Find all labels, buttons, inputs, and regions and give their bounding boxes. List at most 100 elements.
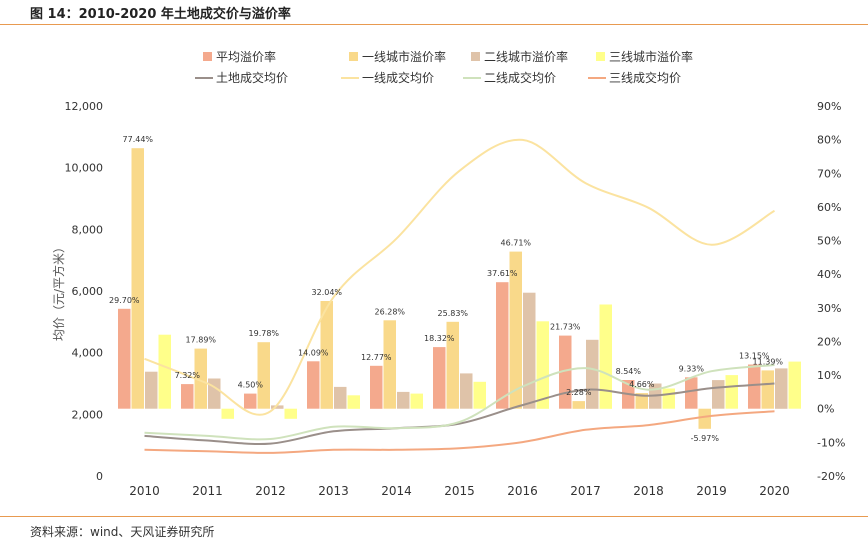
y-axis-left: 0 2,000 4,000 6,000 8,000 10,000 12,000 均价（元/平方… (51, 100, 103, 483)
bar (145, 371, 158, 409)
bar (509, 251, 522, 409)
legend-label: 三线成交均价 (609, 70, 681, 85)
bar (221, 408, 234, 419)
legend-label: 平均溢价率 (216, 49, 276, 64)
bar (284, 408, 297, 419)
bar (307, 361, 320, 409)
bar (788, 361, 801, 409)
x-axis: 2010 2011 2012 2013 2014 2015 2016 2017 2018 2019… (129, 484, 790, 498)
data-label: 4.66% (629, 380, 655, 389)
bar (572, 401, 585, 409)
legend-swatch-4 (596, 52, 605, 61)
bar (397, 391, 410, 409)
bar (370, 365, 383, 409)
y-tick-label: 10,000 (65, 162, 104, 175)
bar (662, 388, 675, 409)
y-tick-label: 4,000 (72, 347, 104, 360)
data-label: 4.50% (238, 381, 264, 390)
x-tick-label: 2013 (318, 484, 349, 498)
y-tick-label: 0 (96, 470, 103, 483)
data-label: 37.61% (487, 269, 518, 278)
y2-tick-label: 20% (817, 335, 841, 348)
x-tick-label: 2017 (570, 484, 601, 498)
bar (334, 386, 347, 409)
footer-rule (0, 516, 868, 517)
data-label: 12.77% (361, 353, 392, 362)
bar (181, 384, 194, 409)
x-tick-label: 2015 (444, 484, 475, 498)
legend-label: 一线成交均价 (362, 70, 434, 85)
x-tick-label: 2018 (633, 484, 664, 498)
y-tick-label: 6,000 (72, 285, 104, 298)
bar (158, 334, 171, 409)
bar (725, 375, 738, 409)
x-tick-label: 2014 (381, 484, 412, 498)
x-tick-label: 2012 (255, 484, 286, 498)
y-axis-right: -20% -10% 0% 10% 20% 30% 40% 50% 60% 70% 80% 90% (817, 100, 845, 483)
header-rule (0, 0, 868, 25)
bar (775, 368, 788, 409)
bar (496, 282, 509, 409)
data-label: 29.70% (109, 296, 140, 305)
bar (523, 292, 536, 409)
x-tick-label: 2020 (759, 484, 790, 498)
data-labels: 29.70% 7.32% 4.50% 14.09% 12.77% 18.32% 37.61%… (109, 135, 783, 443)
x-tick-label: 2011 (192, 484, 223, 498)
data-label: 14.09% (298, 348, 329, 357)
x-tick-label: 2016 (507, 484, 538, 498)
y2-tick-label: 70% (817, 167, 841, 180)
bar (559, 335, 572, 409)
legend-label: 二线城市溢价率 (484, 49, 568, 64)
bar (761, 370, 774, 409)
x-tick-label: 2010 (129, 484, 160, 498)
bar-series-group (118, 148, 801, 429)
y2-tick-label: 50% (817, 235, 841, 248)
data-label: 46.71% (501, 239, 532, 248)
data-label: 18.32% (424, 334, 455, 343)
bar (446, 321, 459, 409)
bar (131, 148, 144, 409)
bar (685, 377, 698, 409)
bar (320, 301, 333, 409)
bar (460, 373, 473, 409)
bar (347, 395, 360, 409)
bar (473, 381, 486, 409)
bar (599, 304, 612, 409)
data-label: 13.15% (739, 352, 770, 361)
data-label: 9.33% (679, 364, 705, 373)
legend-label: 土地成交均价 (216, 70, 288, 85)
legend-label: 三线城市溢价率 (609, 49, 693, 64)
bar (410, 393, 423, 409)
data-label: 17.89% (186, 336, 217, 345)
legend-label: 一线城市溢价率 (362, 49, 446, 64)
line-series-group (144, 138, 776, 454)
line-series-3 (144, 364, 775, 441)
bar (698, 408, 711, 429)
bar (208, 378, 221, 409)
figure-title: 图 14：2010-2020 年土地成交价与溢价率 (30, 7, 291, 22)
bar (244, 393, 257, 409)
y2-tick-label: 90% (817, 100, 841, 113)
y2-tick-label: 0% (817, 403, 834, 416)
bar (748, 364, 761, 409)
bar (712, 380, 725, 409)
y-tick-label: 8,000 (72, 223, 104, 236)
y-axis-title: 均价（元/平方米） (51, 241, 66, 341)
legend-swatch-3 (471, 52, 480, 61)
bar (257, 342, 270, 409)
source-note: 资料来源：wind、天风证券研究所 (30, 525, 215, 539)
bar (118, 308, 131, 409)
y2-tick-label: 60% (817, 201, 841, 214)
bar (271, 405, 284, 409)
x-tick-label: 2019 (696, 484, 727, 498)
bar (586, 339, 599, 409)
y2-tick-label: 10% (817, 369, 841, 382)
data-label: 8.54% (616, 367, 642, 376)
y-tick-label: 2,000 (72, 408, 104, 421)
legend-swatch-1 (203, 52, 212, 61)
y2-tick-label: 80% (817, 134, 841, 147)
bar (635, 393, 648, 409)
